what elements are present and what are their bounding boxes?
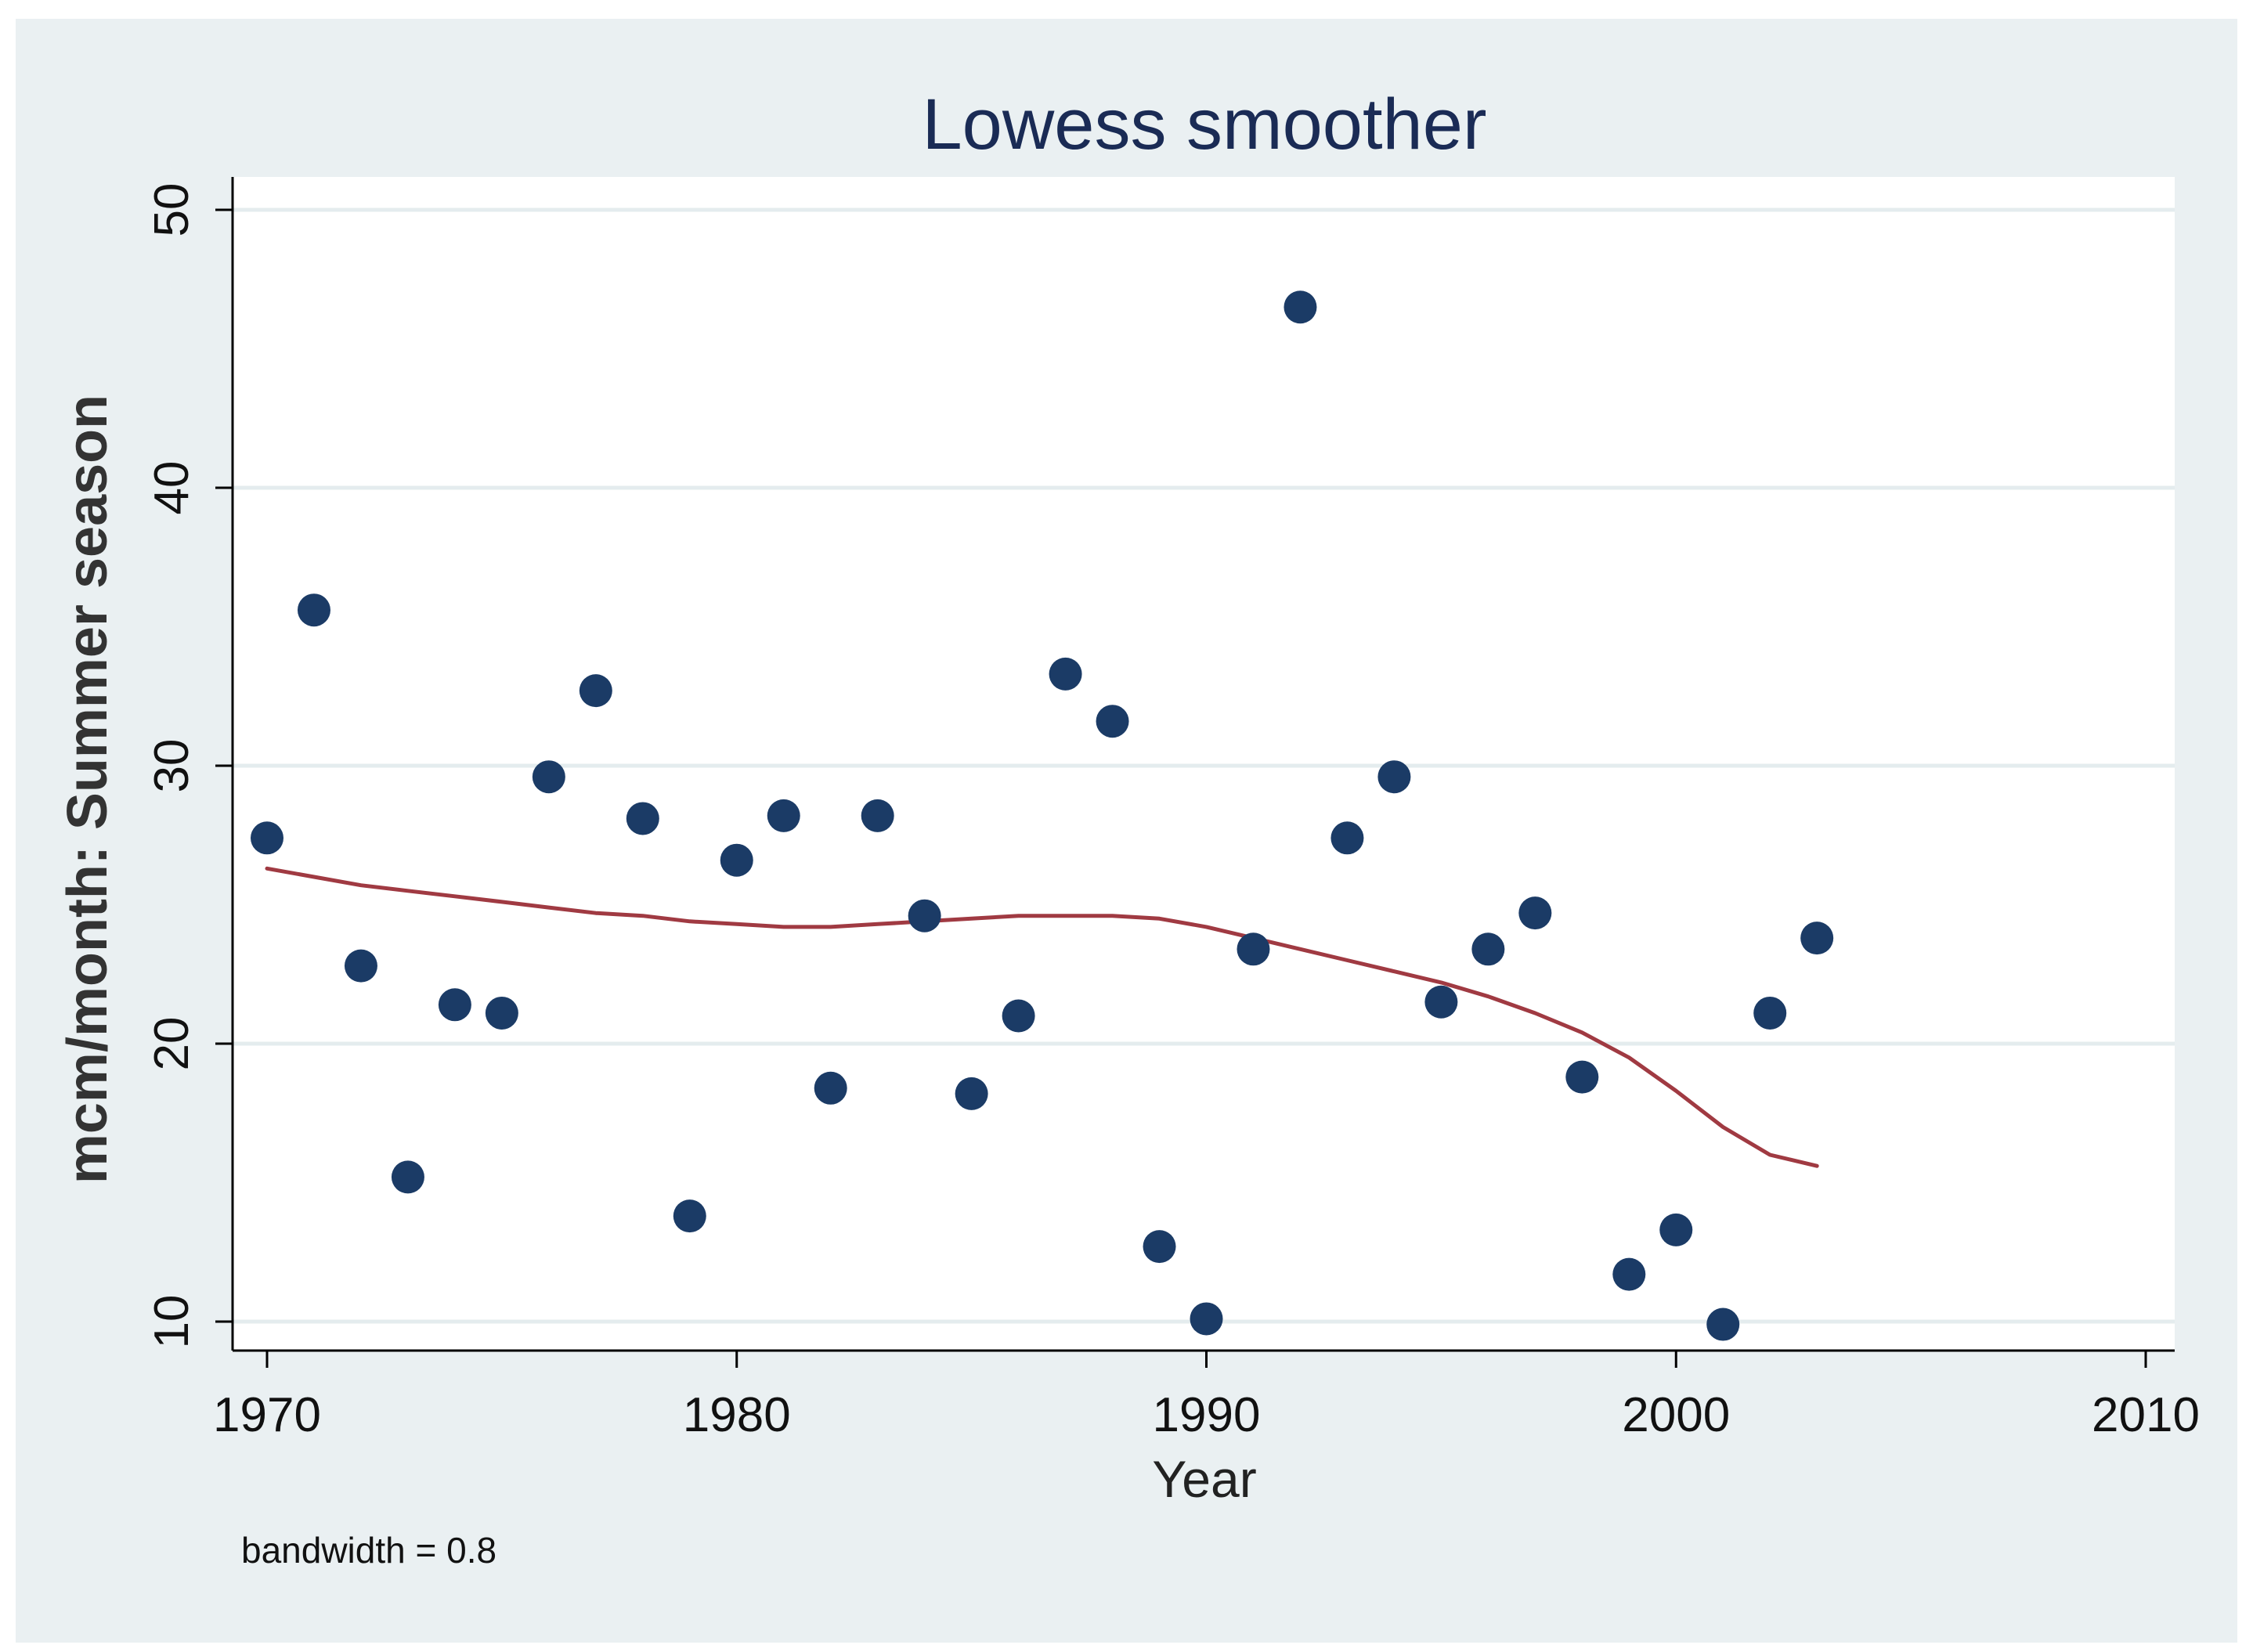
- data-point-1973: [391, 1160, 424, 1194]
- data-point-2000: [1659, 1213, 1693, 1246]
- data-point-1980: [720, 843, 753, 877]
- data-point-1996: [1471, 932, 1505, 966]
- data-point-1993: [1330, 821, 1364, 855]
- y-tick-label-20: 20: [145, 1017, 199, 1071]
- chart-title: Lowess smoother: [923, 85, 1487, 164]
- data-point-1985: [955, 1077, 988, 1110]
- data-point-1978: [626, 802, 659, 835]
- data-point-1976: [532, 760, 565, 794]
- data-point-1992: [1284, 290, 1317, 324]
- x-tick-label-2000: 2000: [1622, 1388, 1730, 1442]
- x-tick-label-1990: 1990: [1153, 1388, 1261, 1442]
- scatter-points: [251, 290, 1834, 1341]
- data-point-1982: [814, 1071, 847, 1105]
- x-tick-label-1980: 1980: [683, 1388, 791, 1442]
- data-point-1998: [1565, 1060, 1599, 1094]
- x-axis-label: Year: [1152, 1450, 1256, 1508]
- data-point-1999: [1612, 1257, 1646, 1291]
- axis-ticks: 10 20 30 40 50 1970 1980 1990 2000 2010: [145, 183, 2200, 1442]
- y-axis-label: mcm/month: Summer season: [56, 395, 119, 1184]
- y-tick-label-50: 50: [145, 183, 199, 237]
- y-tick-label-30: 30: [145, 739, 199, 793]
- y-tick-label-40: 40: [145, 461, 199, 515]
- data-point-1984: [908, 899, 941, 932]
- x-tick-label-1970: 1970: [213, 1388, 321, 1442]
- lowess-smoother-line: [265, 866, 1819, 1168]
- data-point-1997: [1518, 896, 1552, 930]
- x-tick-label-2010: 2010: [2092, 1388, 2200, 1442]
- y-tick-label-10: 10: [145, 1295, 199, 1349]
- data-point-1971: [297, 593, 330, 627]
- data-point-1972: [344, 949, 377, 983]
- data-point-1994: [1377, 760, 1411, 794]
- data-point-1977: [579, 674, 612, 708]
- smoother-layer: [265, 866, 1819, 1168]
- bandwidth-note: bandwidth = 0.8: [241, 1530, 496, 1571]
- data-point-1975: [485, 996, 518, 1030]
- data-point-1979: [673, 1199, 706, 1233]
- data-point-1988: [1096, 705, 1129, 738]
- data-point-1986: [1002, 999, 1035, 1033]
- data-point-1983: [861, 799, 894, 832]
- data-point-1974: [438, 988, 471, 1022]
- data-point-1970: [251, 821, 283, 855]
- data-point-1981: [767, 799, 800, 832]
- data-point-1991: [1237, 932, 1270, 966]
- data-point-1990: [1190, 1302, 1223, 1336]
- data-point-1995: [1424, 985, 1458, 1019]
- data-point-2003: [1800, 922, 1834, 955]
- data-point-1989: [1143, 1230, 1176, 1264]
- data-point-1987: [1049, 657, 1082, 691]
- data-point-2002: [1753, 996, 1787, 1030]
- data-point-2001: [1706, 1308, 1740, 1341]
- axes: [231, 177, 2175, 1352]
